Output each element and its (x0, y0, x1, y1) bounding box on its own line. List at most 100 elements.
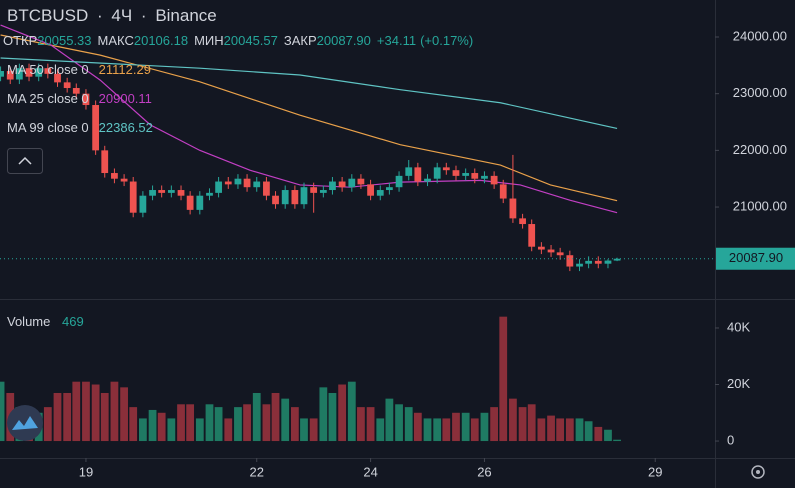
ma-value: 21112.29 (98, 62, 151, 77)
volume-bar (157, 412, 166, 442)
volume-bar (214, 407, 223, 442)
candle-body (139, 195, 147, 213)
candle-body (72, 88, 80, 94)
candle-body (54, 73, 61, 83)
candle-body (15, 68, 23, 80)
ma-legend-row: MA 50 close 0 21112.29 (7, 62, 155, 77)
volume-tick-label: 40K (727, 319, 750, 334)
volume-legend: Volume 469 (7, 314, 88, 329)
candle-body (281, 190, 289, 205)
candle-body (272, 195, 279, 205)
volume-value: 469 (62, 314, 84, 329)
candle-body (329, 181, 336, 191)
candle-body (101, 150, 109, 174)
volume-bar (613, 439, 621, 442)
volume-bar (281, 398, 290, 442)
candle-body (566, 255, 574, 267)
ohlc-label: МАКС (97, 33, 134, 48)
volume-bar (252, 392, 261, 442)
candle-body (576, 263, 583, 267)
volume-bar (186, 404, 195, 442)
candle-body (395, 175, 403, 188)
volume-tick-label: 20K (727, 376, 750, 391)
volume-bar (138, 418, 147, 442)
volume-bar (423, 418, 432, 442)
volume-name: Volume (7, 314, 51, 329)
candle-body (537, 246, 545, 250)
candle-body (263, 181, 270, 196)
candle-body (376, 190, 384, 196)
candle-body (338, 181, 346, 188)
ohlc-label: ОТКР (3, 33, 38, 48)
volume-bar (376, 418, 385, 442)
volume-bar (594, 426, 603, 442)
candle-body (405, 167, 413, 176)
volume-bar (490, 407, 499, 442)
volume-bar (262, 404, 271, 442)
separator: · (96, 6, 103, 25)
volume-bar (404, 407, 413, 442)
volume-bar (442, 418, 451, 442)
candle-body (224, 181, 232, 185)
collapse-button[interactable] (7, 148, 43, 174)
ohlc-value: 20045.57 (223, 33, 278, 48)
candle-body (604, 260, 612, 264)
volume-bar (0, 381, 5, 442)
candle-body (25, 68, 33, 77)
volume-bar (110, 381, 119, 442)
volume-bar (82, 381, 90, 442)
volume-bar (271, 392, 280, 442)
candle-body (291, 190, 299, 205)
x-tick-label: 19 (79, 464, 93, 479)
candle-body (490, 175, 498, 185)
chevron-icon (18, 156, 32, 165)
candle-body (357, 178, 365, 185)
candle-body (6, 71, 14, 80)
volume-bar (470, 418, 479, 442)
volume-bar (518, 407, 527, 442)
candle-body (186, 195, 194, 210)
settings-icon-center (756, 470, 760, 474)
candle-body (481, 175, 488, 179)
volume-bar (556, 418, 565, 442)
logo[interactable] (7, 405, 43, 441)
settings-icon[interactable] (751, 465, 765, 479)
volume-bar (100, 392, 109, 442)
candle-body (300, 187, 308, 205)
x-tick-label: 29 (648, 464, 662, 479)
volume-bar (195, 418, 204, 442)
candle-body (499, 184, 507, 199)
candle-body (556, 252, 564, 256)
volume-bar (234, 407, 242, 442)
volume-bar (480, 412, 489, 442)
candle-body (129, 181, 137, 213)
x-tick-label: 24 (363, 464, 377, 479)
y-tick-label: 24000.00 (733, 28, 787, 43)
ohlc-label: ЗАКР (283, 33, 317, 48)
ma-name: MA 25 close 0 (7, 91, 89, 106)
volume-bar (167, 418, 176, 442)
volume-bar (290, 407, 299, 442)
ma-name: MA 50 close 0 (7, 62, 89, 77)
separator: · (140, 6, 147, 25)
volume-tick-label: 0 (727, 432, 734, 447)
volume-bar (328, 392, 337, 442)
candle-body (348, 178, 356, 188)
candle-body (385, 187, 393, 191)
symbol: BTCBUSD (7, 6, 89, 25)
price-tag-label: 20087.90 (729, 250, 783, 265)
change-pct: (+0.17%) (420, 33, 474, 48)
candle-body (120, 178, 128, 182)
volume-bar (604, 429, 612, 442)
candle-body (149, 190, 156, 196)
volume-bar (565, 418, 574, 442)
candle-body (613, 258, 621, 261)
volume-bar (499, 316, 508, 442)
candle-body (0, 71, 4, 77)
ma-name: MA 99 close 0 (7, 120, 89, 135)
volume-bar (319, 387, 328, 442)
volume-bar (53, 392, 62, 442)
y-tick-label: 21000.00 (733, 198, 787, 213)
ma-line (0, 34, 618, 202)
x-tick-label: 22 (250, 464, 264, 479)
